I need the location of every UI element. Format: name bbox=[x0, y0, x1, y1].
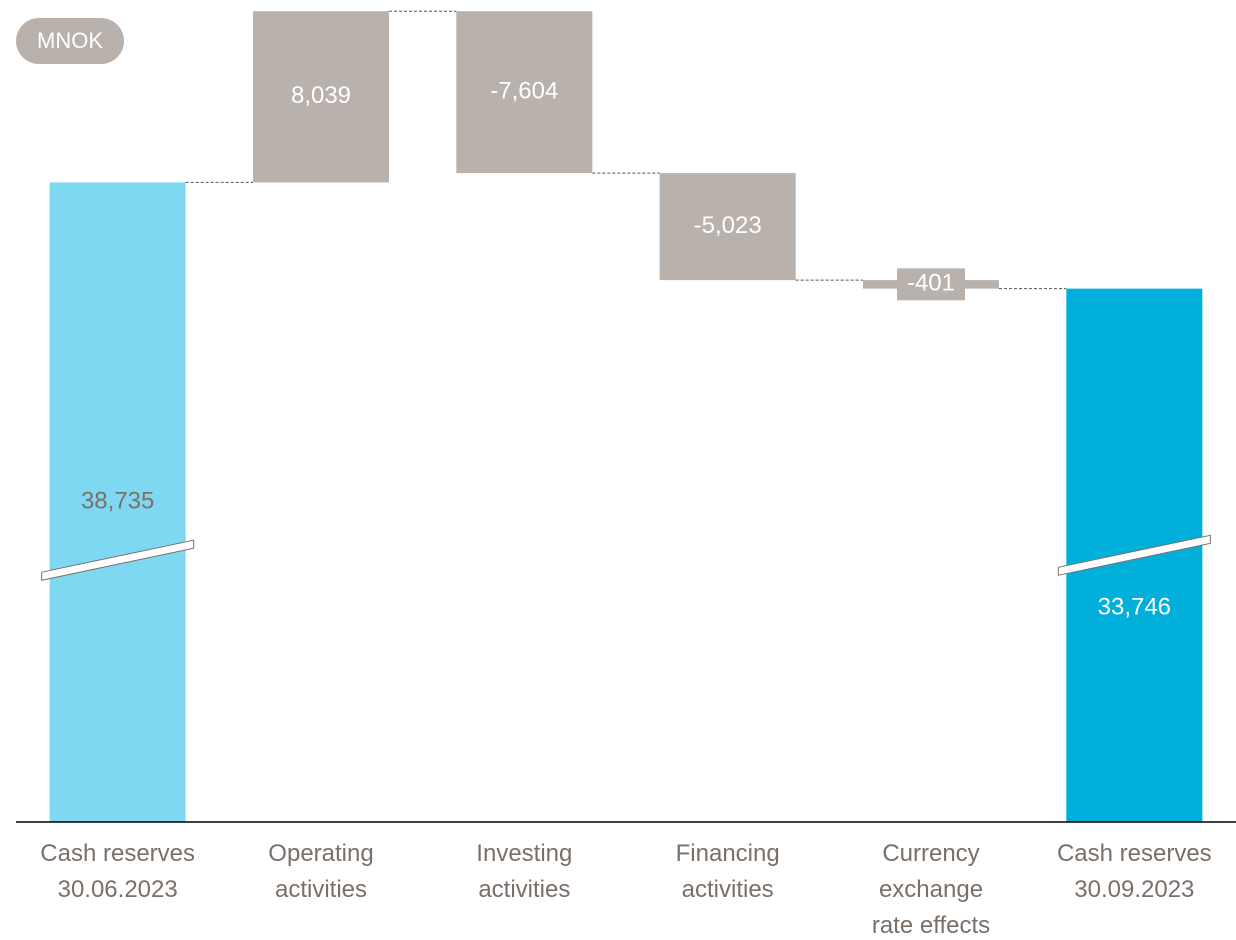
data-label: 8,039 bbox=[291, 82, 351, 109]
bar bbox=[456, 11, 593, 174]
x-tick-label: Currency exchange rate effects bbox=[871, 840, 991, 939]
label-box bbox=[897, 268, 965, 301]
x-tick-label: Cash reserves 30.09.2023 bbox=[1056, 840, 1212, 903]
axis-break bbox=[41, 539, 195, 581]
unit-label: MNOK bbox=[37, 28, 103, 53]
bar bbox=[659, 173, 796, 281]
bar bbox=[49, 182, 186, 823]
x-tick-label: Financing activities bbox=[675, 840, 780, 903]
data-label: -401 bbox=[907, 270, 955, 297]
data-label: -5,023 bbox=[694, 212, 762, 239]
axis-break bbox=[1057, 534, 1211, 576]
data-label: 38,735 bbox=[81, 488, 154, 515]
bar bbox=[253, 11, 389, 183]
data-label: 33,746 bbox=[1098, 594, 1171, 621]
x-tick-label: Operating activities bbox=[268, 840, 374, 903]
x-tick-label: Investing activities bbox=[476, 840, 573, 903]
data-label: -7,604 bbox=[490, 78, 558, 105]
unit-pill bbox=[16, 18, 124, 64]
x-tick-label: Cash reserves 30.06.2023 bbox=[40, 840, 196, 903]
